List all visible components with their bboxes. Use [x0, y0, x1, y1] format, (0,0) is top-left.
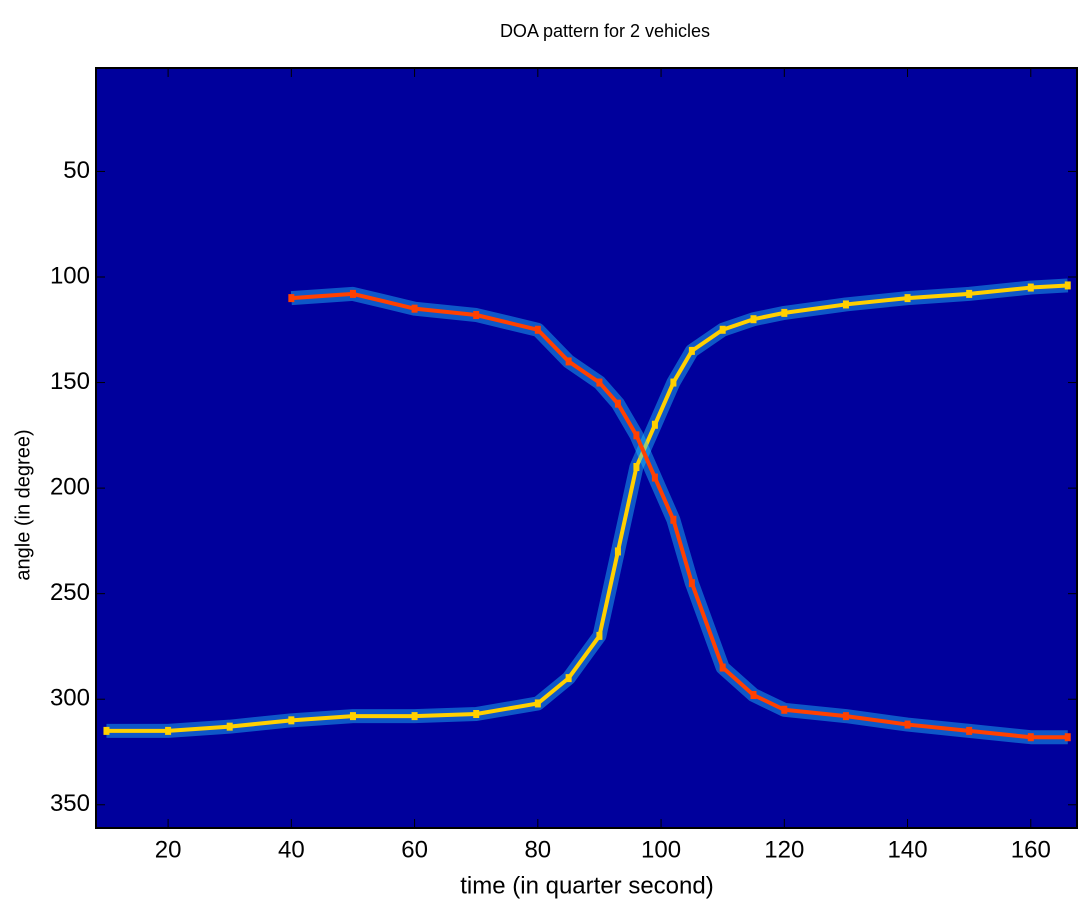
heat-cell [750, 691, 757, 699]
heat-cell [966, 726, 973, 735]
heat-cell [651, 473, 658, 482]
heat-cell [614, 399, 621, 408]
heat-cell [1064, 733, 1071, 742]
heat-cell [781, 705, 788, 714]
y-axis-label: angle (in degree) [12, 429, 34, 580]
y-tick-label: 300 [50, 685, 90, 712]
x-tick-label: 100 [641, 836, 681, 863]
y-tick-label: 50 [63, 157, 90, 184]
y-tick-label: 100 [50, 262, 90, 289]
heat-cell [534, 699, 541, 708]
heat-cell [688, 346, 695, 355]
y-tick-label: 250 [50, 579, 90, 606]
heat-cell [1027, 733, 1034, 742]
heat-cell [596, 631, 603, 640]
heat-cell [670, 378, 677, 387]
heat-cell [1064, 281, 1071, 290]
heat-cell [411, 712, 418, 721]
x-tick-label: 80 [524, 836, 551, 863]
plot-frame [95, 67, 1078, 829]
heat-cell [842, 300, 849, 309]
x-tick-label: 160 [1011, 836, 1051, 863]
heat-cell [633, 463, 640, 471]
heat-cell [288, 716, 295, 725]
heat-cell [103, 726, 110, 735]
x-axis-label: time (in quarter second) [460, 872, 713, 899]
heatmap-background [96, 68, 1077, 828]
y-tick-label: 150 [50, 368, 90, 395]
heat-cell [596, 378, 603, 387]
heat-cell [651, 420, 658, 429]
x-tick-label: 20 [155, 836, 182, 863]
track-core [291, 291, 1068, 740]
heat-cell [534, 325, 541, 334]
x-tick-label: 40 [278, 836, 305, 863]
heat-cell [750, 315, 757, 324]
heat-cell [688, 579, 695, 588]
heat-cell [565, 674, 572, 683]
heat-cell [226, 722, 233, 731]
heat-cell [904, 294, 911, 303]
heat-cell [565, 357, 572, 366]
y-tick-label: 200 [50, 473, 90, 500]
heat-cell [288, 294, 295, 303]
x-tick-label: 140 [888, 836, 928, 863]
heat-cell [719, 325, 726, 334]
heat-cell [966, 289, 973, 298]
heat-cell [1027, 283, 1034, 292]
heat-cell [473, 311, 480, 319]
y-tick-label: 350 [50, 790, 90, 817]
x-tick-label: 120 [764, 836, 804, 863]
heat-cell [473, 710, 480, 718]
heat-cell [842, 712, 849, 721]
heat-cell [781, 308, 788, 317]
heat-cell [670, 515, 677, 524]
heat-cell [165, 726, 172, 735]
x-tick-label: 60 [401, 836, 428, 863]
chart-title: DOA pattern for 2 vehicles [500, 21, 710, 41]
heat-cell [411, 304, 418, 313]
heat-cell [719, 663, 726, 672]
heat-cell [349, 289, 356, 298]
heat-cell [349, 712, 356, 721]
heat-cell [633, 431, 640, 440]
heat-cell [904, 720, 911, 729]
heat-cell [614, 547, 621, 556]
